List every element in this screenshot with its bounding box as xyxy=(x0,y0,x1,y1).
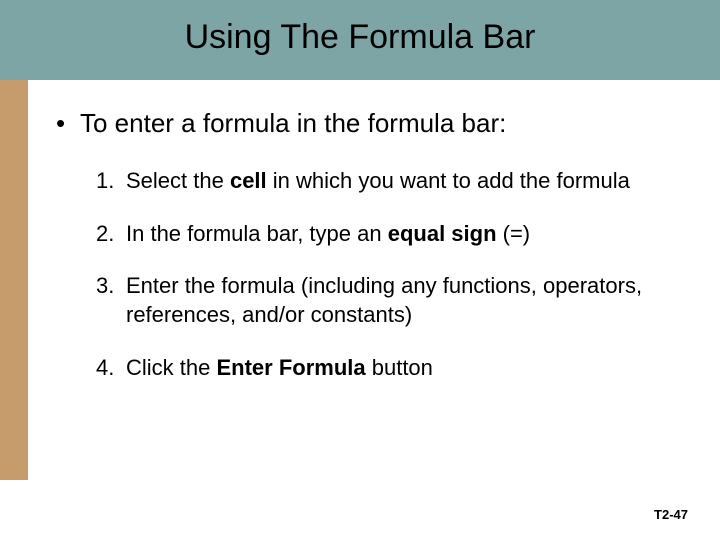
list-item: 4. Click the Enter Formula button xyxy=(96,354,676,383)
step-number: 4. xyxy=(96,355,126,381)
step-bold: Enter Formula xyxy=(216,355,365,380)
step-post: in which you want to add the formula xyxy=(267,168,630,193)
list-item: 3. Enter the formula (including any func… xyxy=(96,272,676,329)
step-pre: Select the xyxy=(126,168,230,193)
bullet-dot-icon: • xyxy=(56,108,80,139)
step-pre: In the formula bar, type an xyxy=(126,221,388,246)
step-post: button xyxy=(366,355,433,380)
step-number: 1. xyxy=(96,168,126,194)
step-number: 2. xyxy=(96,221,126,247)
step-text: Click the Enter Formula button xyxy=(126,354,433,383)
list-item: 1. Select the cell in which you want to … xyxy=(96,167,676,196)
steps-list: 1. Select the cell in which you want to … xyxy=(96,167,676,382)
slide-title: Using The Formula Bar xyxy=(0,18,720,57)
step-bold: cell xyxy=(230,168,267,193)
intro-bullet-text: To enter a formula in the formula bar: xyxy=(80,108,506,139)
step-pre: Enter the formula (including any functio… xyxy=(126,273,642,327)
list-item: 2. In the formula bar, type an equal sig… xyxy=(96,220,676,249)
step-number: 3. xyxy=(96,273,126,299)
accent-bar xyxy=(0,80,28,480)
intro-bullet: • To enter a formula in the formula bar: xyxy=(56,108,676,139)
slide-footer: T2-47 xyxy=(654,507,688,522)
step-text: Select the cell in which you want to add… xyxy=(126,167,630,196)
step-bold: equal sign xyxy=(388,221,497,246)
step-post: (=) xyxy=(497,221,531,246)
step-pre: Click the xyxy=(126,355,216,380)
step-text: Enter the formula (including any functio… xyxy=(126,272,676,329)
step-text: In the formula bar, type an equal sign (… xyxy=(126,220,530,249)
slide: Using The Formula Bar • To enter a formu… xyxy=(0,0,720,540)
content-area: • To enter a formula in the formula bar:… xyxy=(56,108,676,406)
